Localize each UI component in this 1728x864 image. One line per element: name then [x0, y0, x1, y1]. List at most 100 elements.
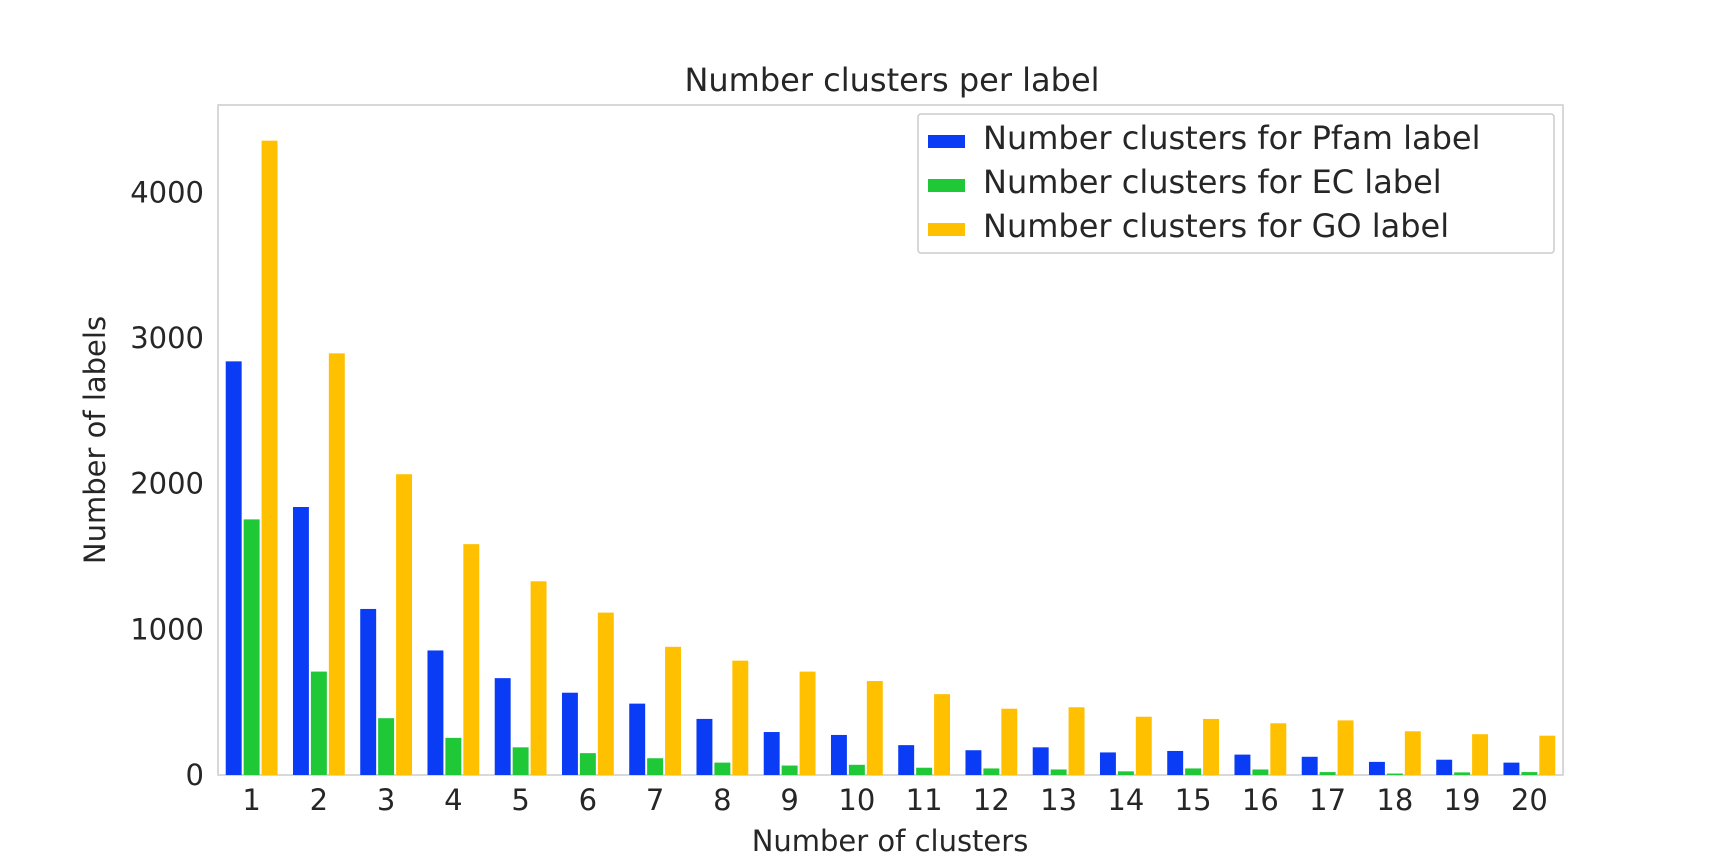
legend: Number clusters for Pfam label Number cl… — [917, 113, 1555, 254]
y-axis-label: Number of labels — [78, 316, 112, 564]
bar-s1-c9 — [781, 765, 798, 775]
bar-s1-c6 — [579, 753, 596, 775]
bar-s1-c7 — [647, 758, 664, 775]
x-tick-label: 15 — [1175, 783, 1212, 817]
bar-s1-c19 — [1454, 772, 1471, 775]
bar-s1-c11 — [916, 767, 933, 775]
bar-s2-c3 — [396, 474, 413, 775]
x-axis-label: Number of clusters — [752, 824, 1029, 858]
bar-s0-c10 — [830, 734, 847, 775]
x-tick-label: 10 — [838, 783, 875, 817]
bar-s2-c17 — [1337, 720, 1354, 775]
y-tick-label: 4000 — [130, 175, 204, 209]
x-tick-label: 9 — [780, 783, 798, 817]
bar-s0-c2 — [292, 507, 309, 775]
bar-s1-c10 — [848, 764, 865, 775]
x-tick-label: 16 — [1242, 783, 1279, 817]
bar-s2-c7 — [665, 646, 682, 775]
bar-s1-c2 — [310, 671, 327, 775]
bar-s0-c20 — [1503, 762, 1520, 775]
bar-s2-c16 — [1270, 723, 1287, 775]
x-tick-label: 1 — [242, 783, 260, 817]
x-tick-label: 7 — [646, 783, 664, 817]
bar-s1-c5 — [512, 747, 529, 775]
x-tick-label: 6 — [579, 783, 597, 817]
y-tick-labels: 0 1000 2000 3000 4000 — [130, 175, 204, 792]
bar-s2-c2 — [328, 353, 345, 775]
legend-swatch-go — [928, 223, 965, 236]
x-tick-labels: 1 2 3 4 5 6 7 8 9 10 11 12 13 14 15 16 17 18 19 20 — [242, 783, 1547, 817]
x-tick-label: 17 — [1309, 783, 1346, 817]
bar-s2-c1 — [261, 140, 278, 775]
bar-s2-c20 — [1539, 735, 1556, 775]
bar-s2-c13 — [1068, 707, 1085, 775]
legend-swatch-pfam — [928, 135, 965, 148]
x-tick-label: 12 — [973, 783, 1010, 817]
y-tick-label: 1000 — [130, 612, 204, 646]
bar-s0-c14 — [1099, 752, 1116, 775]
legend-label-go: Number clusters for GO label — [983, 207, 1449, 245]
bar-s2-c15 — [1203, 718, 1220, 775]
x-tick-label: 14 — [1107, 783, 1144, 817]
bar-s0-c3 — [360, 608, 377, 775]
bar-s2-c5 — [530, 581, 547, 775]
bar-s0-c18 — [1368, 761, 1385, 775]
x-tick-label: 13 — [1040, 783, 1077, 817]
bar-s0-c7 — [629, 703, 646, 775]
x-tick-label: 8 — [713, 783, 731, 817]
x-tick-label: 2 — [310, 783, 328, 817]
bar-s1-c14 — [1117, 771, 1134, 775]
bar-s0-c13 — [1032, 747, 1049, 775]
chart-title: Number clusters per label — [684, 61, 1099, 99]
x-tick-label: 18 — [1376, 783, 1413, 817]
bar-s0-c16 — [1234, 754, 1251, 775]
bar-s0-c11 — [898, 745, 915, 775]
bar-s0-c6 — [561, 692, 578, 775]
bar-s0-c19 — [1436, 759, 1453, 775]
bar-s2-c8 — [732, 660, 749, 775]
bar-s1-c4 — [445, 737, 462, 775]
bar-s1-c16 — [1252, 769, 1269, 775]
bar-s2-c18 — [1404, 731, 1421, 775]
bar-s2-c4 — [463, 544, 480, 775]
bar-s2-c19 — [1472, 734, 1489, 775]
bar-s2-c12 — [1001, 708, 1018, 775]
x-tick-label: 20 — [1511, 783, 1548, 817]
bar-s1-c8 — [714, 762, 731, 775]
bar-s0-c4 — [427, 650, 444, 775]
bar-s1-c3 — [378, 718, 395, 775]
bar-s1-c15 — [1185, 768, 1202, 775]
bar-s0-c9 — [763, 732, 780, 775]
bars-group — [225, 140, 1556, 775]
bar-s2-c10 — [866, 681, 883, 775]
bar-s1-c18 — [1386, 773, 1403, 775]
bar-s1-c17 — [1319, 772, 1336, 775]
bar-s0-c1 — [225, 361, 242, 775]
bar-s2-c14 — [1135, 716, 1152, 775]
bar-s0-c15 — [1167, 750, 1184, 775]
legend-label-ec: Number clusters for EC label — [983, 163, 1442, 201]
legend-box — [917, 113, 1555, 254]
y-tick-label: 2000 — [130, 467, 204, 501]
bar-s0-c5 — [494, 678, 511, 775]
y-tick-label: 0 — [186, 758, 204, 792]
x-tick-label: 11 — [906, 783, 943, 817]
x-tick-label: 5 — [511, 783, 529, 817]
bar-s1-c13 — [1050, 769, 1067, 775]
bar-s2-c6 — [597, 612, 614, 775]
bar-s0-c8 — [696, 718, 713, 775]
bar-s2-c11 — [934, 694, 951, 775]
x-tick-label: 3 — [377, 783, 395, 817]
bar-s2-c9 — [799, 671, 816, 775]
bar-s0-c17 — [1301, 756, 1318, 775]
bar-s1-c12 — [983, 768, 1000, 775]
bar-s0-c12 — [965, 750, 982, 775]
legend-label-pfam: Number clusters for Pfam label — [983, 119, 1480, 157]
x-tick-label: 4 — [444, 783, 462, 817]
bar-s1-c1 — [243, 519, 260, 775]
bar-s1-c20 — [1521, 772, 1538, 775]
legend-swatch-ec — [928, 179, 965, 192]
x-tick-label: 19 — [1444, 783, 1481, 817]
y-tick-label: 3000 — [130, 321, 204, 355]
